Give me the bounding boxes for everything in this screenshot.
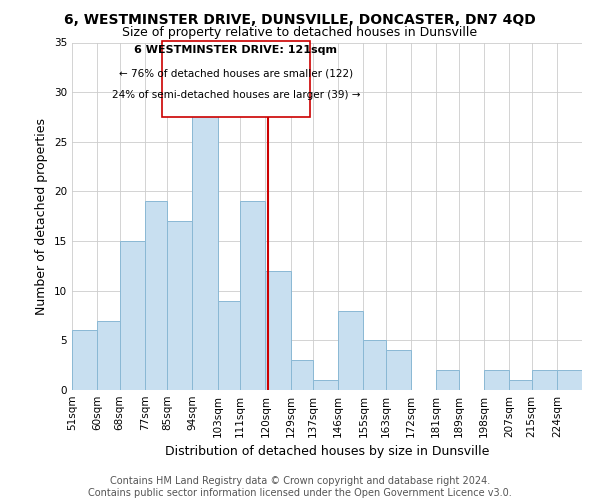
Bar xyxy=(265,271,290,390)
Bar xyxy=(436,370,459,390)
Text: 24% of semi-detached houses are larger (39) →: 24% of semi-detached houses are larger (… xyxy=(112,90,360,100)
Bar xyxy=(72,330,97,390)
Bar xyxy=(193,102,218,390)
Bar xyxy=(484,370,509,390)
Bar xyxy=(161,40,310,117)
Bar xyxy=(218,300,240,390)
Text: 6 WESTMINSTER DRIVE: 121sqm: 6 WESTMINSTER DRIVE: 121sqm xyxy=(134,46,337,56)
Bar xyxy=(386,350,411,390)
Y-axis label: Number of detached properties: Number of detached properties xyxy=(35,118,49,315)
Bar xyxy=(167,221,193,390)
X-axis label: Distribution of detached houses by size in Dunsville: Distribution of detached houses by size … xyxy=(165,446,489,458)
Text: 6, WESTMINSTER DRIVE, DUNSVILLE, DONCASTER, DN7 4QD: 6, WESTMINSTER DRIVE, DUNSVILLE, DONCAST… xyxy=(64,12,536,26)
Bar xyxy=(290,360,313,390)
Text: ← 76% of detached houses are smaller (122): ← 76% of detached houses are smaller (12… xyxy=(119,68,353,78)
Bar xyxy=(240,202,265,390)
Bar xyxy=(145,202,167,390)
Text: Contains HM Land Registry data © Crown copyright and database right 2024.
Contai: Contains HM Land Registry data © Crown c… xyxy=(88,476,512,498)
Bar xyxy=(532,370,557,390)
Bar xyxy=(509,380,532,390)
Bar xyxy=(557,370,582,390)
Bar xyxy=(338,310,364,390)
Bar xyxy=(313,380,338,390)
Bar xyxy=(364,340,386,390)
Bar xyxy=(119,241,145,390)
Text: Size of property relative to detached houses in Dunsville: Size of property relative to detached ho… xyxy=(122,26,478,39)
Bar xyxy=(97,320,119,390)
